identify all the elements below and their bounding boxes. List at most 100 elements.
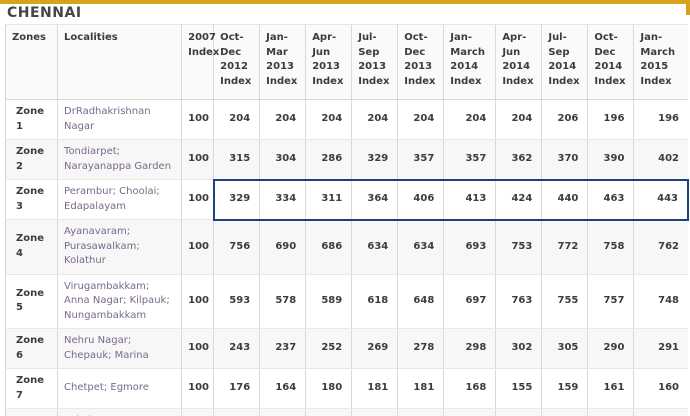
- index-value-cell: 315: [213, 139, 260, 180]
- zone-cell: Zone 7: [4, 368, 58, 409]
- index-value-cell: 560: [259, 408, 306, 416]
- column-header: Oct-Dec 2012 Index: [213, 24, 260, 100]
- index-value-cell: 252: [305, 328, 352, 369]
- index-value-cell: 686: [305, 219, 352, 275]
- zone-cell: Zone 8: [4, 408, 58, 416]
- index-value-cell: 666: [633, 408, 688, 416]
- highlighted-index-value-cell: 334: [259, 178, 306, 221]
- city-index-table: Zones Localities 2007 Index Oct-Dec 2012 In…: [4, 24, 690, 416]
- index-value-cell: 100: [181, 99, 214, 140]
- column-header: 2007 Index: [181, 24, 219, 100]
- index-value-cell: 204: [443, 99, 496, 140]
- index-value-cell: 181: [397, 368, 444, 409]
- index-value-cell: 589: [305, 274, 352, 329]
- index-value-cell: 100: [181, 368, 214, 409]
- index-value-cell: 357: [397, 139, 444, 180]
- index-value-cell: 206: [541, 99, 588, 140]
- localities-cell: Tondiarpet; Narayanappa Garden: [57, 139, 182, 180]
- index-value-cell: 100: [181, 408, 214, 416]
- index-value-cell: 690: [259, 219, 306, 275]
- column-header: Apr-Jun 2013 Index: [305, 24, 352, 100]
- highlighted-index-value-cell: 329: [212, 178, 260, 221]
- table-row: Zone 3 Perambur; Choolai; Edapalayam 100 32…: [4, 178, 690, 221]
- index-value-cell: 286: [305, 139, 352, 180]
- index-value-cell: 762: [633, 219, 688, 275]
- index-value-cell: 402: [633, 139, 688, 180]
- index-value-cell: 278: [397, 328, 444, 369]
- index-value-cell: 160: [633, 368, 688, 409]
- index-value-cell: 545: [397, 408, 444, 416]
- top-accent-bar: [0, 0, 690, 4]
- index-value-cell: 362: [495, 139, 542, 180]
- index-value-cell: 634: [397, 219, 444, 275]
- index-value-cell: 100: [181, 328, 214, 369]
- index-value-cell: 176: [213, 368, 260, 409]
- index-value-cell: 243: [213, 328, 260, 369]
- localities-cell: Perambur; Choolai; Edapalayam: [57, 179, 182, 220]
- index-value-cell: 180: [305, 368, 352, 409]
- table-row: Zone 1 DrRadhakrishnan Nagar 100 204 204 204 2…: [4, 99, 688, 140]
- index-value-cell: 161: [587, 368, 634, 409]
- index-value-cell: 693: [443, 219, 496, 275]
- localities-cell: DrRadhakrishnan Nagar: [57, 99, 182, 140]
- index-value-cell: 618: [351, 274, 398, 329]
- index-value-cell: 578: [259, 274, 306, 329]
- localities-cell: Ayanavaram; Purasawalkam; Kolathur: [57, 219, 182, 275]
- index-value-cell: 269: [351, 328, 398, 369]
- column-header: Localities: [57, 24, 182, 100]
- index-value-cell: 625: [495, 408, 542, 416]
- index-value-cell: 753: [495, 219, 542, 275]
- index-value-cell: 755: [541, 274, 588, 329]
- column-header: Jan-March 2014 Index: [443, 24, 496, 100]
- right-accent-bar: [686, 0, 690, 15]
- index-value-cell: 237: [259, 328, 306, 369]
- index-value-cell: 329: [351, 139, 398, 180]
- highlighted-index-value-cell: 443: [633, 178, 690, 221]
- index-value-cell: 196: [587, 99, 634, 140]
- index-value-cell: 497: [213, 408, 260, 416]
- index-value-cell: 164: [259, 368, 306, 409]
- index-value-cell: 758: [587, 219, 634, 275]
- index-value-cell: 757: [587, 274, 634, 329]
- index-value-cell: 204: [351, 99, 398, 140]
- zone-cell: Zone 1: [4, 99, 58, 140]
- table-row: Zone 2 Tondiarpet; Narayanappa Garden 100 3…: [4, 139, 688, 180]
- zone-cell: Zone 4: [4, 219, 58, 275]
- table-row: Zone 7 Chetpet; Egmore 100 176 164 180 181 181 1…: [4, 368, 688, 409]
- index-value-cell: 196: [633, 99, 688, 140]
- localities-cell: Ashok Nagar; Thyagaraya Nagar; Saligrama…: [57, 408, 182, 416]
- zone-cell: Zone 5: [4, 274, 58, 329]
- index-value-cell: 634: [351, 219, 398, 275]
- index-value-cell: 648: [397, 274, 444, 329]
- localities-cell: Virugambakkam; Anna Nagar; Kilpauk; Nung…: [57, 274, 182, 329]
- column-header: Oct- Dec 2014 Index: [587, 24, 634, 100]
- index-value-cell: 647: [541, 408, 588, 416]
- index-value-cell: 291: [633, 328, 688, 369]
- index-table-container: Zones Localities 2007 Index Oct-Dec 2012 In…: [4, 24, 690, 416]
- highlighted-index-value-cell: 406: [397, 178, 444, 221]
- index-value-cell: 304: [259, 139, 306, 180]
- index-value-cell: 681: [587, 408, 634, 416]
- highlighted-index-value-cell: 440: [541, 178, 588, 221]
- index-value-cell: 100: [181, 179, 214, 220]
- index-value-cell: 204: [213, 99, 260, 140]
- index-value-cell: 204: [259, 99, 306, 140]
- column-header: Jan- Mar 2013 Index: [259, 24, 306, 100]
- highlighted-index-value-cell: 424: [495, 178, 542, 221]
- index-value-cell: 204: [397, 99, 444, 140]
- index-value-cell: 155: [495, 368, 542, 409]
- index-value-cell: 357: [443, 139, 496, 180]
- localities-cell: Chetpet; Egmore: [57, 368, 182, 409]
- zone-cell: Zone 3: [4, 179, 58, 220]
- index-value-cell: 204: [495, 99, 542, 140]
- index-value-cell: 298: [443, 328, 496, 369]
- index-value-cell: 763: [495, 274, 542, 329]
- index-value-cell: 593: [213, 274, 260, 329]
- index-value-cell: 502: [305, 408, 352, 416]
- highlighted-index-value-cell: 413: [443, 178, 496, 221]
- index-value-cell: 290: [587, 328, 634, 369]
- localities-cell: Nehru Nagar; Chepauk; Marina: [57, 328, 182, 369]
- column-header: Jul-Sep 2014 Index: [541, 24, 588, 100]
- index-value-cell: 159: [541, 368, 588, 409]
